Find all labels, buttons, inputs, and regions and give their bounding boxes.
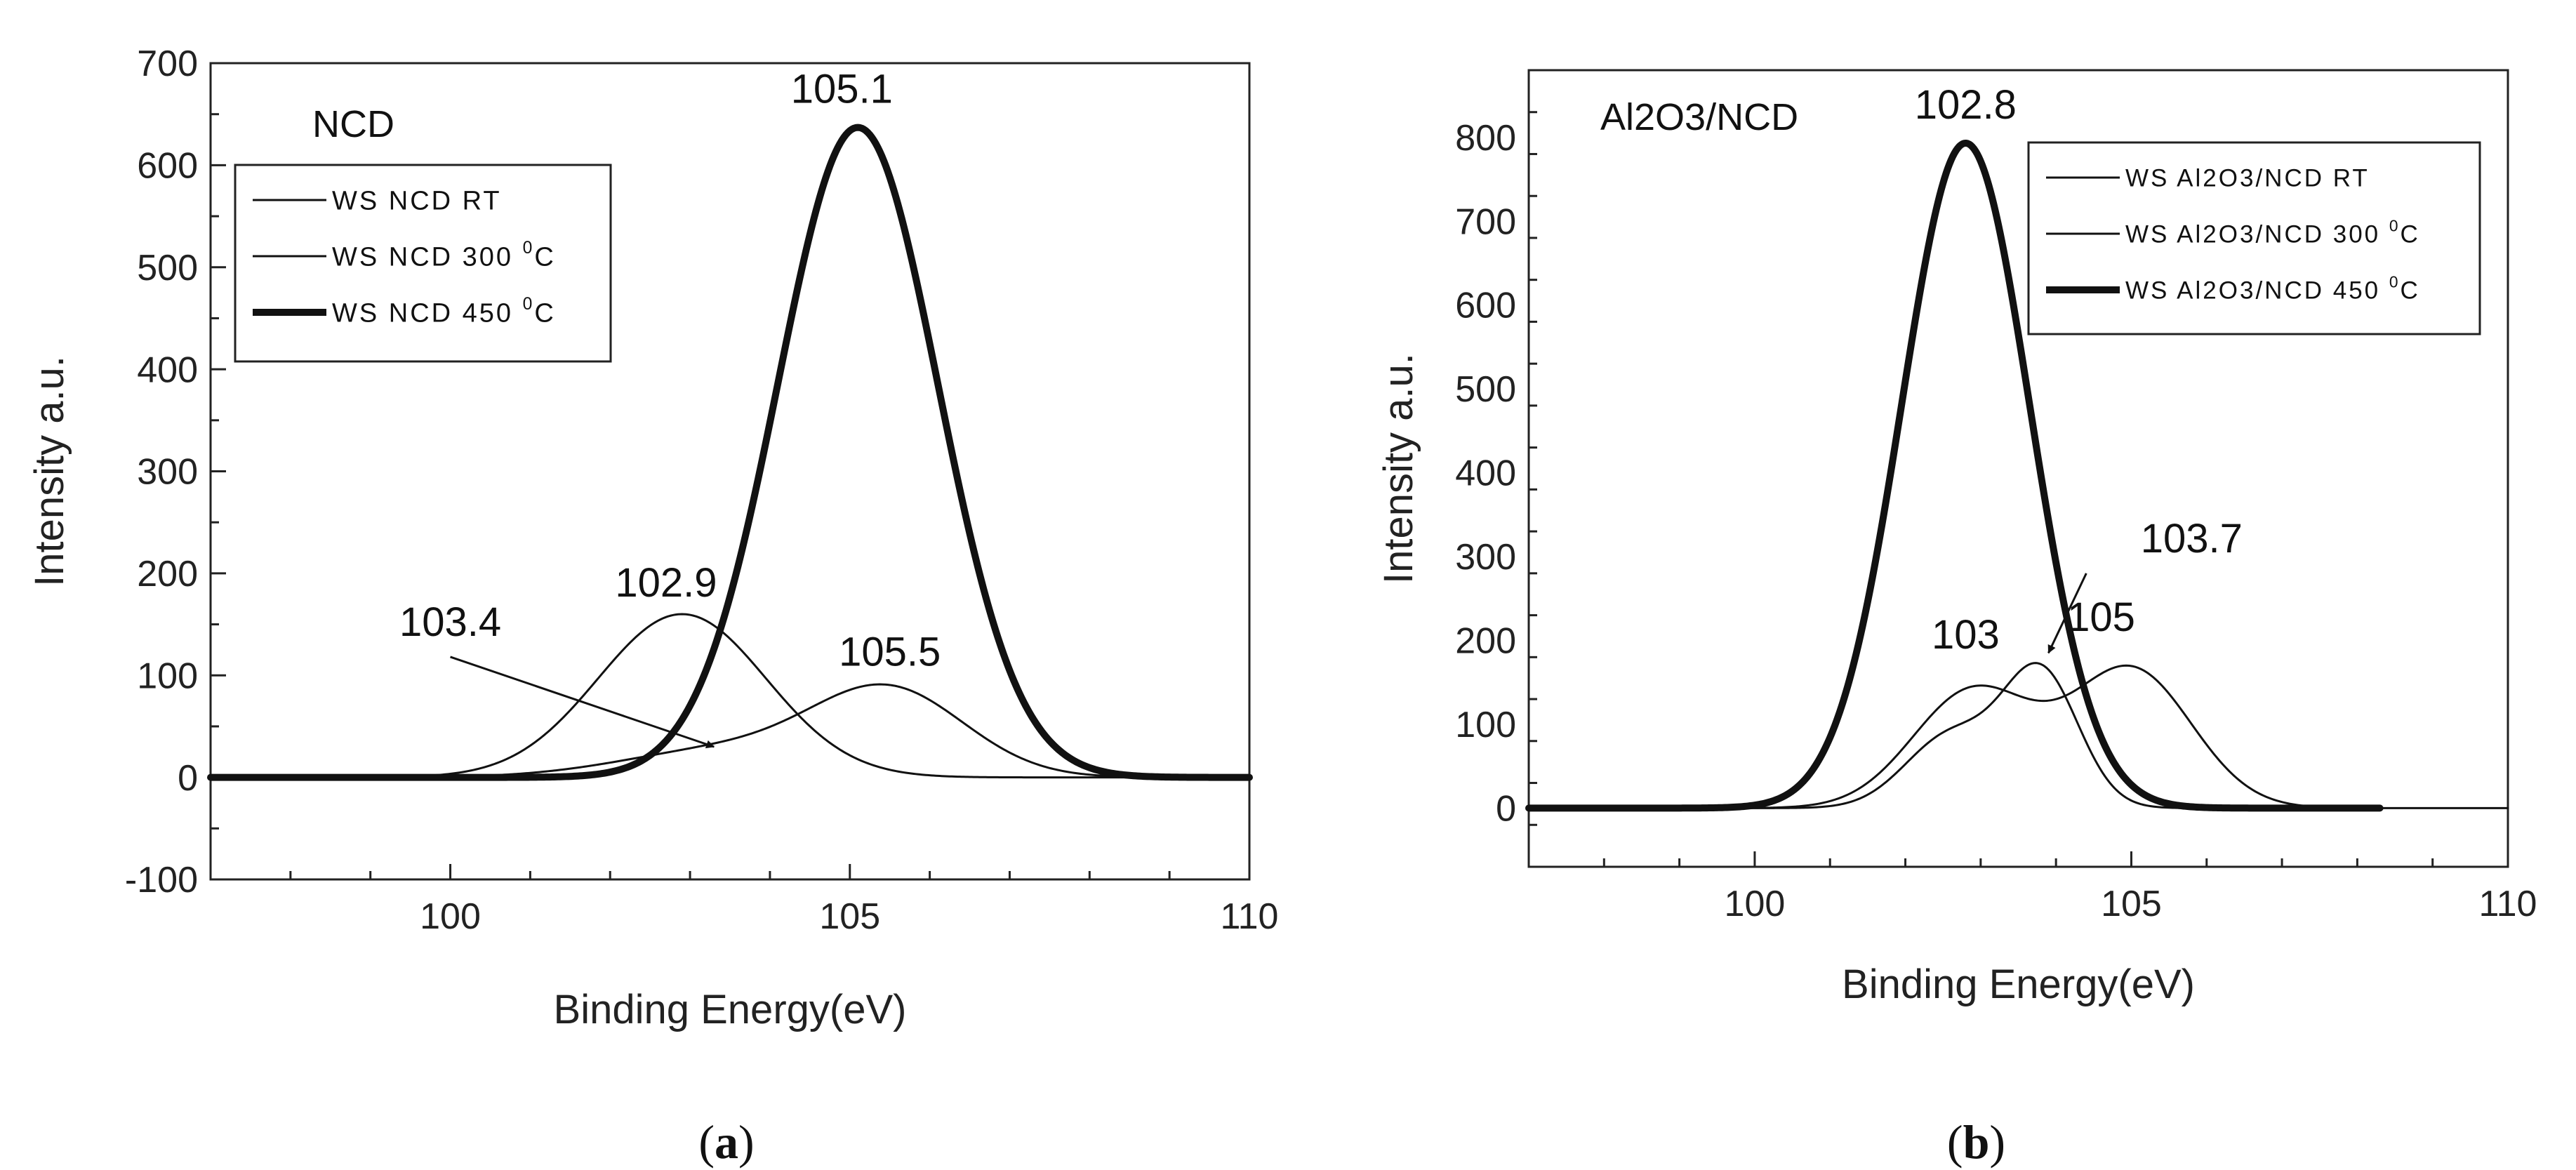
legend-text: WS NCD 450 <box>332 298 523 328</box>
series-line-3 <box>207 124 1253 781</box>
annotation-arrow <box>450 656 715 749</box>
panel-title: Al2O3/NCD <box>1600 96 1798 138</box>
series-line-3 <box>1525 139 2384 812</box>
caption-close-paren: ) <box>738 1115 755 1169</box>
y-tick-label: 300 <box>137 452 198 493</box>
legend-label-1: WS Al2O3/NCD RT <box>2125 164 2370 192</box>
legend-text: WS Al2O3/NCD 300 <box>2125 220 2389 248</box>
panel-caption: (a) <box>698 1115 754 1169</box>
y-tick-label: 400 <box>1455 453 1516 494</box>
series-line-2 <box>1527 664 2382 809</box>
y-tick-label: 400 <box>137 350 198 390</box>
y-tick-label: 800 <box>1455 118 1516 159</box>
series-line-1 <box>209 683 1251 779</box>
peak-annotation: 105.5 <box>839 629 941 674</box>
plot-frame <box>1527 69 2509 868</box>
legend-degree-superscript: 0 <box>2389 273 2401 291</box>
x-tick-label: 105 <box>819 896 880 937</box>
legend-box <box>234 164 612 363</box>
x-axis-title: Binding Energy(eV) <box>1842 962 2195 1007</box>
caption-open-paren: ( <box>1947 1115 1963 1169</box>
legend-text: WS Al2O3/NCD RT <box>2125 164 2370 192</box>
y-axis-title: Intensity a.u. <box>1376 353 1421 584</box>
y-tick-label: 0 <box>178 758 198 799</box>
caption-open-paren: ( <box>698 1115 715 1169</box>
legend-label-3: WS Al2O3/NCD 450 0C <box>2125 273 2420 305</box>
panel-title: NCD <box>312 103 394 145</box>
caption-letter: b <box>1963 1115 1990 1169</box>
x-tick-label: 110 <box>1221 896 1279 937</box>
x-tick-label: 100 <box>420 896 481 937</box>
legend-degree-superscript: 0 <box>523 295 535 314</box>
y-tick-label: 200 <box>1455 621 1516 662</box>
y-tick-label: 600 <box>137 146 198 187</box>
legend-text: WS NCD 300 <box>332 242 523 272</box>
series-line-2 <box>209 613 1251 779</box>
peak-annotation: 103 <box>1932 612 2000 658</box>
y-tick-label: 700 <box>1455 201 1516 242</box>
legend-text: WS NCD RT <box>332 186 502 215</box>
legend-text: WS Al2O3/NCD 450 <box>2125 277 2389 304</box>
legend-unit: C <box>534 298 555 328</box>
y-tick-label: 300 <box>1455 537 1516 578</box>
y-tick-label: 200 <box>137 554 198 594</box>
series-line-1 <box>1527 662 2509 809</box>
legend-label-1: WS NCD RT <box>332 186 502 215</box>
legend-degree-superscript: 0 <box>2389 217 2401 235</box>
caption-close-paren: ) <box>1989 1115 2005 1169</box>
peak-annotation: 102.8 <box>1915 82 2017 128</box>
peak-annotation: 103.7 <box>2141 516 2243 561</box>
peak-annotation: 102.9 <box>615 560 717 606</box>
y-tick-label: 0 <box>1496 789 1516 830</box>
y-tick-label: 100 <box>137 656 198 696</box>
peak-annotation: 105 <box>2067 594 2135 640</box>
legend-label-2: WS NCD 300 0C <box>332 239 556 272</box>
chart-panel-b: 0 100 200 300 400 500 600 700 800 100 105 110 Bindin… <box>1376 69 2537 1169</box>
y-tick-label: 500 <box>137 248 198 288</box>
legend-label-3: WS NCD 450 0C <box>332 295 556 328</box>
x-axis-title: Binding Energy(eV) <box>554 987 907 1032</box>
annotation-arrow <box>2047 573 2087 654</box>
y-tick-label: 700 <box>137 44 198 84</box>
panel-caption: (b) <box>1947 1115 2005 1169</box>
y-axis-title: Intensity a.u. <box>27 356 72 587</box>
legend-unit: C <box>534 242 555 272</box>
legend-unit: C <box>2401 220 2420 248</box>
x-tick-label: 105 <box>2101 884 2162 924</box>
x-tick-label: 100 <box>1725 884 1786 924</box>
chart-panel-a: -100 0 100 200 300 400 500 600 700 100 105 110 Bindi… <box>27 44 1278 1169</box>
peak-annotation: 105.1 <box>791 67 893 112</box>
legend-box <box>2027 141 2481 335</box>
y-tick-label: 500 <box>1455 369 1516 410</box>
caption-letter: a <box>715 1115 738 1169</box>
y-tick-label: -100 <box>125 860 198 900</box>
legend-degree-superscript: 0 <box>523 239 535 258</box>
legend-unit: C <box>2401 277 2420 304</box>
peak-annotation: 103.4 <box>399 599 501 645</box>
y-tick-label: 100 <box>1455 705 1516 745</box>
x-tick-label: 110 <box>2479 884 2537 924</box>
legend-label-2: WS Al2O3/NCD 300 0C <box>2125 217 2420 248</box>
y-tick-label: 600 <box>1455 286 1516 326</box>
